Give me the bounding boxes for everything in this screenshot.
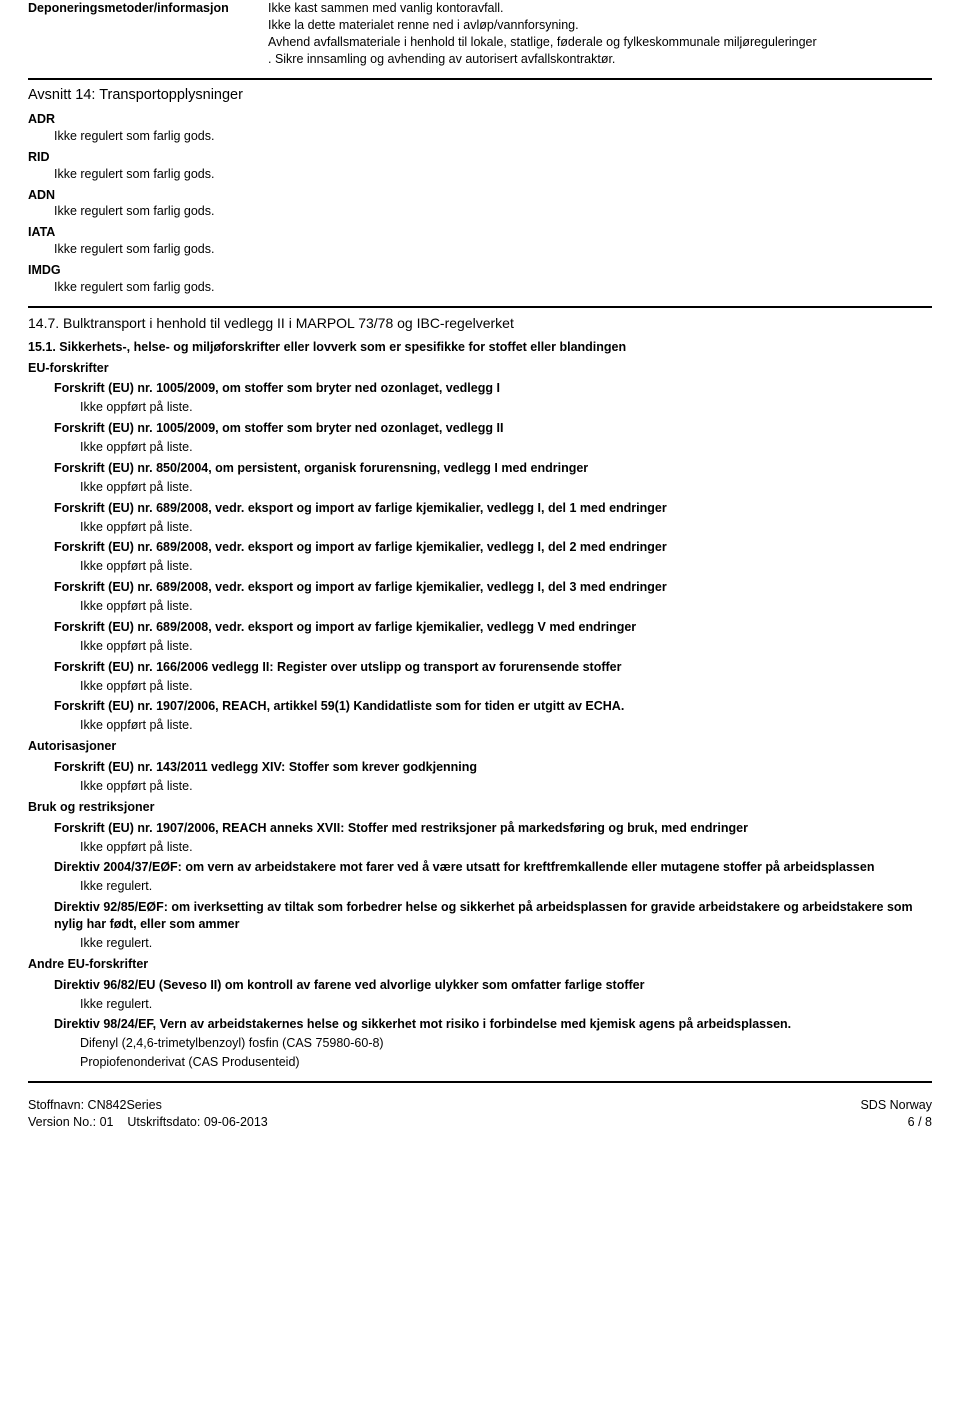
regulation-title: Forskrift (EU) nr. 689/2008, vedr. ekspo… — [54, 579, 932, 596]
regulation-title: Forskrift (EU) nr. 689/2008, vedr. ekspo… — [54, 619, 932, 636]
divider — [28, 306, 932, 308]
not-listed: Ikke oppført på liste. — [80, 479, 932, 496]
print-date-label: Utskriftsdato: — [127, 1115, 200, 1129]
version-label: Version No.: — [28, 1115, 96, 1129]
not-listed: Ikke oppført på liste. — [80, 778, 932, 795]
transport-code: RID — [28, 149, 932, 166]
not-regulated: Ikke regulert. — [80, 878, 932, 895]
not-listed: Ikke oppført på liste. — [80, 678, 932, 695]
other-eu-label: Andre EU-forskrifter — [28, 956, 932, 973]
not-listed: Ikke oppført på liste. — [80, 839, 932, 856]
transport-code: IMDG — [28, 262, 932, 279]
regulation-title: Forskrift (EU) nr. 1005/2009, om stoffer… — [54, 420, 932, 437]
auth-regulation: Forskrift (EU) nr. 143/2011 vedlegg XIV:… — [54, 759, 932, 776]
footer-right: SDS Norway 6 / 8 — [860, 1097, 932, 1131]
disposal-methods-row: Deponeringsmetoder/informasjon Ikke kast… — [28, 0, 932, 68]
regulation-title: Forskrift (EU) nr. 166/2006 vedlegg II: … — [54, 659, 932, 676]
not-listed: Ikke oppført på liste. — [80, 717, 932, 734]
directive-96-82: Direktiv 96/82/EU (Seveso II) om kontrol… — [54, 977, 932, 994]
transport-item: ADNIkke regulert som farlig gods. — [28, 187, 932, 221]
eu-regulations-list: Forskrift (EU) nr. 1005/2009, om stoffer… — [28, 380, 932, 734]
restrict-regulation: Forskrift (EU) nr. 1907/2006, REACH anne… — [54, 820, 932, 837]
transport-item: RIDIkke regulert som farlig gods. — [28, 149, 932, 183]
transport-text: Ikke regulert som farlig gods. — [54, 241, 932, 258]
footer-left: Stoffnavn: CN842Series Version No.: 01 U… — [28, 1097, 268, 1131]
transport-code: IATA — [28, 224, 932, 241]
chemical-1: Difenyl (2,4,6-trimetylbenzoyl) fosfin (… — [80, 1035, 932, 1052]
not-listed: Ikke oppført på liste. — [80, 558, 932, 575]
regulation-title: Forskrift (EU) nr. 689/2008, vedr. ekspo… — [54, 500, 932, 517]
regulation-title: Forskrift (EU) nr. 1005/2009, om stoffer… — [54, 380, 932, 397]
disposal-label: Deponeringsmetoder/informasjon — [28, 0, 268, 68]
not-regulated: Ikke regulert. — [80, 935, 932, 952]
not-listed: Ikke oppført på liste. — [80, 399, 932, 416]
directive-98-24: Direktiv 98/24/EF, Vern av arbeidstakern… — [54, 1016, 932, 1033]
eu-forskrifter-label: EU-forskrifter — [28, 360, 932, 377]
print-date-value: 09-06-2013 — [204, 1115, 268, 1129]
not-listed: Ikke oppført på liste. — [80, 439, 932, 456]
section-14-heading: Avsnitt 14: Transportopplysninger — [28, 86, 932, 106]
transport-code: ADR — [28, 111, 932, 128]
regulation-title: Forskrift (EU) nr. 689/2008, vedr. ekspo… — [54, 539, 932, 556]
regulation-title: Forskrift (EU) nr. 1907/2006, REACH, art… — [54, 698, 932, 715]
divider — [28, 1081, 932, 1083]
transport-text: Ikke regulert som farlig gods. — [54, 203, 932, 220]
restrictions-label: Bruk og restriksjoner — [28, 799, 932, 816]
authorisations-label: Autorisasjoner — [28, 738, 932, 755]
directive-92-85: Direktiv 92/85/EØF: om iverksetting av t… — [54, 899, 932, 933]
transport-text: Ikke regulert som farlig gods. — [54, 166, 932, 183]
page-footer: Stoffnavn: CN842Series Version No.: 01 U… — [28, 1097, 932, 1131]
transport-code: ADN — [28, 187, 932, 204]
not-regulated: Ikke regulert. — [80, 996, 932, 1013]
heading-15-1: 15.1. Sikkerhets-, helse- og miljøforskr… — [28, 339, 932, 356]
not-listed: Ikke oppført på liste. — [80, 638, 932, 655]
product-name-value: CN842Series — [88, 1098, 162, 1112]
product-name-label: Stoffnavn: — [28, 1098, 84, 1112]
heading-14-7: 14.7. Bulktransport i henhold til vedleg… — [28, 314, 932, 333]
chemical-2: Propiofenonderivat (CAS Produsenteid) — [80, 1054, 932, 1071]
transport-text: Ikke regulert som farlig gods. — [54, 128, 932, 145]
not-listed: Ikke oppført på liste. — [80, 519, 932, 536]
directive-2004-37: Direktiv 2004/37/EØF: om vern av arbeids… — [54, 859, 932, 876]
divider — [28, 78, 932, 80]
transport-text: Ikke regulert som farlig gods. — [54, 279, 932, 296]
sds-country: SDS Norway — [860, 1097, 932, 1114]
not-listed: Ikke oppført på liste. — [80, 598, 932, 615]
page-number: 6 / 8 — [860, 1114, 932, 1131]
transport-item: IATAIkke regulert som farlig gods. — [28, 224, 932, 258]
disposal-text: Ikke kast sammen med vanlig kontoravfall… — [268, 0, 932, 68]
transport-item: IMDGIkke regulert som farlig gods. — [28, 262, 932, 296]
version-value: 01 — [100, 1115, 114, 1129]
transport-item: ADRIkke regulert som farlig gods. — [28, 111, 932, 145]
transport-list: ADRIkke regulert som farlig gods.RIDIkke… — [28, 111, 932, 296]
regulation-title: Forskrift (EU) nr. 850/2004, om persiste… — [54, 460, 932, 477]
